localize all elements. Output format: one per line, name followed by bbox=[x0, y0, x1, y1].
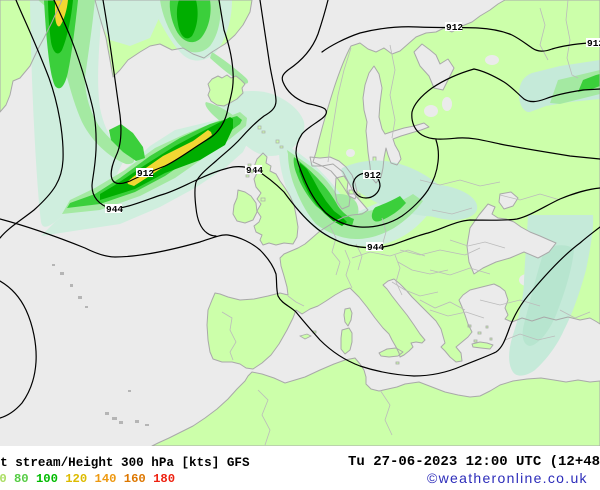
svg-text:944: 944 bbox=[106, 204, 123, 215]
svg-text:944: 944 bbox=[367, 242, 384, 253]
svg-text:912: 912 bbox=[364, 170, 381, 181]
svg-text:912: 912 bbox=[587, 38, 600, 49]
svg-text:912: 912 bbox=[137, 168, 154, 179]
svg-text:912: 912 bbox=[446, 22, 463, 33]
svg-text:944: 944 bbox=[246, 165, 263, 176]
